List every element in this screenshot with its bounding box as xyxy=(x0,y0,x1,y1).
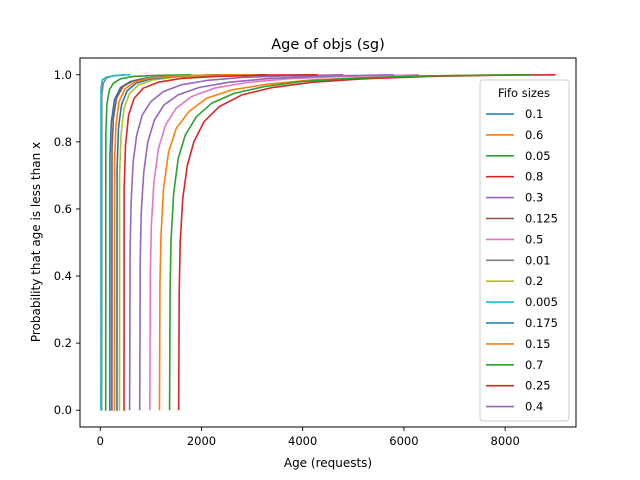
y-tick-label: 0.6 xyxy=(54,202,72,216)
legend-label: 0.005 xyxy=(525,295,558,309)
chart-title: Age of objs (sg) xyxy=(271,37,385,53)
series-line-9 xyxy=(100,73,131,412)
series-line-6 xyxy=(149,73,420,411)
y-tick-label: 1.0 xyxy=(54,68,72,82)
legend-label: 0.15 xyxy=(525,337,551,351)
legend-label: 0.125 xyxy=(525,212,558,226)
series-line-12 xyxy=(168,73,531,411)
series-layer xyxy=(100,73,556,412)
x-tick-label: 0 xyxy=(97,434,104,448)
legend-label: 0.7 xyxy=(525,358,543,372)
x-tick-label: 6000 xyxy=(389,434,418,448)
legend-label: 0.4 xyxy=(525,400,543,414)
x-tick-label: 4000 xyxy=(288,434,317,448)
plot-area: 0 2000 4000 6000 8000 0.0 0.2 0.4 0.6 0.8 1.0 xyxy=(54,57,577,448)
legend-label: 0.01 xyxy=(525,253,551,267)
legend-box xyxy=(479,79,570,422)
legend-label: 0.2 xyxy=(525,274,543,288)
legend-label: 0.175 xyxy=(525,316,558,330)
y-tick-label: 0.4 xyxy=(54,269,72,283)
series-line-14 xyxy=(138,73,394,411)
legend-label: 0.6 xyxy=(525,128,543,142)
legend-title: Fifo sizes xyxy=(498,86,550,100)
axes-frame xyxy=(79,57,577,428)
series-line-13 xyxy=(123,73,318,412)
legend-entries: 0.1 0.6 0.05 0.8 0.3 0.125 0.5 0.01 0.2 0.005 0.17… xyxy=(486,107,558,414)
x-axis-label: Age (requests) xyxy=(284,456,372,470)
y-tick-label: 0.2 xyxy=(54,336,72,350)
legend-label: 0.5 xyxy=(525,232,543,246)
y-tick-label: 0.0 xyxy=(54,403,72,417)
legend: Fifo sizes 0.10.60.050.80.30.1250.50.010… xyxy=(479,79,570,422)
series-line-4 xyxy=(128,73,344,411)
x-tick-label: 2000 xyxy=(187,434,216,448)
legend-label: 0.25 xyxy=(525,379,551,393)
legend-label: 0.05 xyxy=(525,149,551,163)
x-axis-ticks: 0 2000 4000 6000 8000 xyxy=(97,427,520,448)
legend-label: 0.1 xyxy=(525,107,543,121)
legend-label: 0.3 xyxy=(525,191,543,205)
x-tick-label: 8000 xyxy=(491,434,520,448)
y-axis-label: Probability that age is less than x xyxy=(29,142,43,342)
y-axis-ticks: 0.0 0.2 0.4 0.6 0.8 1.0 xyxy=(54,68,80,417)
series-line-2 xyxy=(104,73,192,412)
legend-label: 0.8 xyxy=(525,170,543,184)
y-tick-label: 0.8 xyxy=(54,135,72,149)
series-line-11 xyxy=(113,73,258,412)
